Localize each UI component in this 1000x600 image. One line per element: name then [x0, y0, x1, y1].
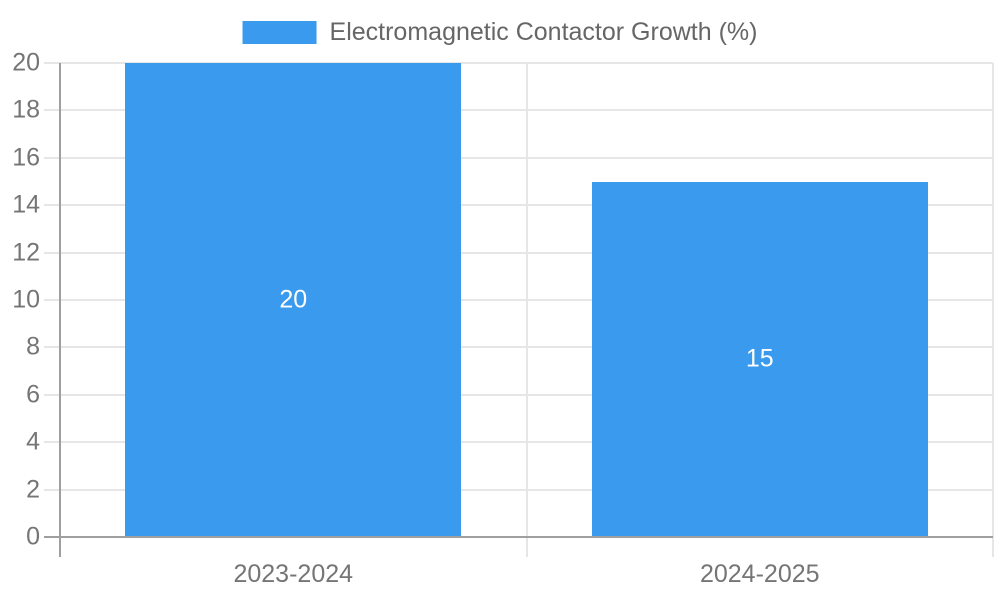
- y-gridline: [44, 441, 993, 444]
- legend-label: Electromagnetic Contactor Growth (%): [329, 18, 758, 46]
- bar-value-label: 20: [279, 285, 308, 314]
- y-gridline: [44, 346, 993, 349]
- x-gridline: [992, 63, 994, 557]
- y-axis-tick-label: 10: [12, 285, 40, 314]
- y-gridline: [44, 299, 993, 301]
- y-axis-tick-label: 18: [12, 95, 40, 124]
- bar-2024-2025: [592, 181, 928, 536]
- bar-value-label: 15: [745, 344, 774, 373]
- x-axis-category-label: 2023-2024: [233, 560, 354, 588]
- x-axis-category-label: 2024-2025: [699, 560, 820, 588]
- legend-swatch: [242, 21, 317, 44]
- y-gridline: [44, 204, 993, 207]
- x-axis-line: [44, 536, 993, 538]
- y-axis-tick-label: 0: [26, 522, 40, 551]
- y-axis-tick-label: 14: [12, 190, 40, 219]
- y-gridline: [44, 156, 993, 159]
- y-gridline: [44, 488, 993, 491]
- y-gridline: [44, 62, 993, 64]
- y-gridline: [44, 393, 993, 396]
- y-gridline: [44, 251, 993, 254]
- y-axis-tick-label: 16: [12, 143, 40, 172]
- x-gridline: [525, 63, 528, 557]
- y-axis-tick-label: 2: [26, 475, 40, 504]
- y-axis-line: [59, 63, 61, 557]
- y-axis-tick-label: 6: [26, 380, 40, 409]
- y-axis-tick-label: 4: [26, 427, 40, 456]
- y-axis-tick-label: 8: [26, 332, 40, 361]
- y-axis-tick-label: 20: [12, 48, 40, 77]
- y-gridline: [44, 109, 993, 112]
- bar-2023-2024: [125, 63, 461, 536]
- legend-item[interactable]: Electromagnetic Contactor Growth (%): [242, 18, 758, 47]
- y-axis-tick-label: 12: [12, 238, 40, 267]
